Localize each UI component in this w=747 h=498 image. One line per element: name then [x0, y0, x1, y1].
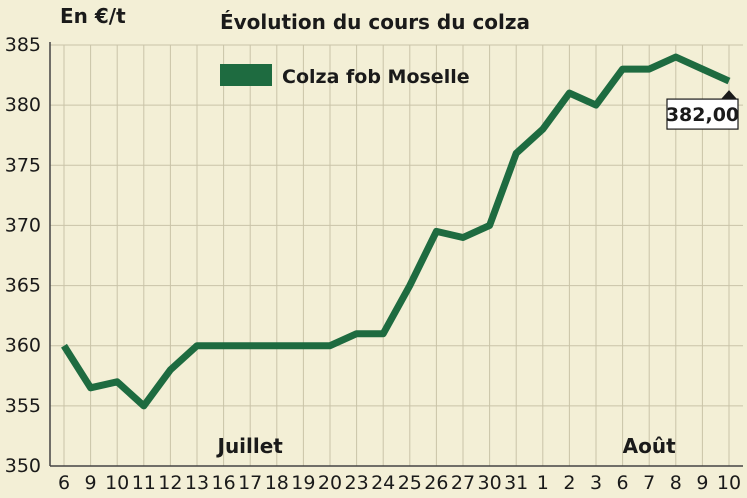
x-tick-label: 31: [504, 472, 528, 494]
y-tick-label: 370: [5, 214, 41, 236]
grid-lines: [50, 44, 743, 467]
x-tick-label: 10: [717, 472, 741, 494]
x-tick-labels: 6 9 10 11 12 13 16 17 18 19 20 23 24 25 26 27 30 31 1 2 3 6 7 8…: [58, 472, 741, 494]
x-tick-label: 2: [563, 472, 575, 494]
series-line: [61, 53, 731, 410]
x-tick-label: 6: [617, 472, 629, 494]
x-tick-label: 18: [265, 472, 289, 494]
x-tick-label: 17: [238, 472, 262, 494]
y-tick-label: 350: [5, 455, 41, 477]
callout-box: [666, 98, 739, 130]
month-labels: Juillet Août: [216, 434, 677, 458]
chart-title: Évolution du cours du colza: [220, 10, 530, 34]
y-tick-label: 365: [5, 275, 41, 297]
x-tick-label: 9: [696, 472, 708, 494]
x-tick-label: 16: [212, 472, 236, 494]
x-tick-label: 11: [132, 472, 156, 494]
x-tick-label: 1: [537, 472, 549, 494]
x-tick-label: 26: [424, 472, 448, 494]
x-tick-label: 13: [185, 472, 209, 494]
y-tick-label: 355: [5, 395, 41, 417]
x-tick-label: 10: [105, 472, 129, 494]
series-layer: [61, 53, 731, 410]
x-tick-label: 9: [85, 472, 97, 494]
x-tick-label: 27: [451, 472, 475, 494]
y-tick-label: 360: [5, 335, 41, 357]
y-axis-unit-label: En €/t: [60, 4, 126, 28]
month-label: Juillet: [216, 434, 284, 458]
y-tick-label: 380: [5, 94, 41, 116]
legend: Colza fob Moselle: [220, 64, 470, 88]
last-value-callout: 382,00: [666, 90, 739, 130]
y-tick-label: 385: [5, 34, 41, 56]
x-tick-label: 20: [318, 472, 342, 494]
callout-pointer: [721, 90, 737, 100]
x-tick-label: 12: [158, 472, 182, 494]
legend-label: Colza fob Moselle: [282, 66, 470, 88]
x-tick-label: 19: [291, 472, 315, 494]
x-tick-label: 3: [590, 472, 602, 494]
x-tick-label: 24: [371, 472, 395, 494]
x-tick-label: 6: [58, 472, 70, 494]
month-label: Août: [623, 434, 676, 458]
y-tick-labels: 350 355 360 365 370 375 380 385: [5, 34, 41, 477]
x-tick-label: 7: [643, 472, 655, 494]
x-tick-label: 25: [398, 472, 422, 494]
x-tick-label: 30: [478, 472, 502, 494]
x-tick-label: 8: [670, 472, 682, 494]
axes: [49, 42, 743, 467]
x-tick-label: 23: [345, 472, 369, 494]
legend-swatch: [220, 64, 272, 86]
callout-value: 382,00: [666, 104, 739, 126]
y-tick-label: 375: [5, 154, 41, 176]
